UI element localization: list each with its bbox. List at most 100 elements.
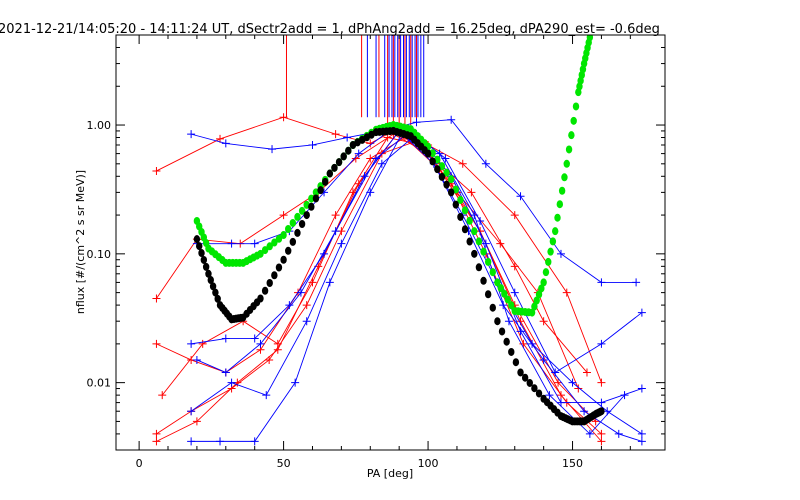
data-point-marker [262, 391, 271, 400]
fit-point-black [294, 228, 301, 237]
fit-point-green [528, 308, 536, 317]
data-point-marker [187, 407, 196, 416]
series-line-blue [190, 133, 643, 412]
axes-layer: 0 50 100 150 0.01 0.10 1.00 [87, 34, 665, 470]
fit-point-black [480, 276, 487, 285]
fit-point-black [521, 373, 529, 382]
fit-point-green [586, 35, 594, 42]
fit-point-green [561, 173, 568, 182]
data-point-marker [597, 278, 606, 287]
data-point-marker [268, 145, 277, 154]
plot-area [152, 35, 646, 446]
data-point-marker [152, 339, 161, 348]
data-point-marker [516, 192, 525, 201]
data-point-marker [585, 429, 594, 438]
fit-point-black [257, 294, 264, 303]
fit-point-black [303, 211, 310, 220]
data-point-marker [325, 278, 334, 287]
fit-point-green [285, 224, 292, 233]
data-point-marker [539, 355, 548, 364]
fit-layer [193, 35, 605, 426]
data-point-marker [554, 378, 563, 387]
fit-point-black [212, 288, 219, 297]
data-point-marker [597, 429, 606, 438]
data-point-marker [279, 211, 288, 220]
fit-point-black [289, 237, 297, 246]
fit-point-black [340, 152, 347, 161]
data-point-marker [412, 118, 421, 127]
data-point-marker [152, 294, 161, 303]
data-point-marker [597, 398, 606, 407]
fit-point-green [538, 284, 545, 293]
data-point-marker [441, 154, 450, 163]
data-point-marker [545, 391, 554, 400]
data-point-marker [221, 334, 230, 343]
data-point-marker [187, 339, 196, 348]
data-point-marker [331, 130, 340, 139]
fit-point-black [535, 389, 543, 398]
chart-title: 2021-12-21/14:05:20 - 14:11:24 UT, dSect… [0, 22, 660, 37]
fit-point-green [447, 175, 455, 184]
fit-point-black [489, 303, 496, 312]
fit-point-green [308, 194, 315, 203]
fit-point-green [531, 302, 538, 311]
fit-point-black [471, 249, 478, 258]
fit-point-green [549, 237, 557, 246]
data-point-marker [476, 216, 485, 225]
fit-point-green [429, 149, 436, 158]
fit-point-green [489, 268, 496, 277]
series-line-blue [191, 130, 643, 442]
fit-point-green [257, 249, 264, 258]
fit-point-black [200, 255, 208, 264]
fit-point-green [443, 168, 450, 177]
data-point-marker [192, 417, 201, 426]
fit-point-black [317, 186, 324, 195]
fit-point-black [466, 237, 473, 246]
data-point-marker [250, 437, 259, 446]
fit-point-green [565, 145, 573, 154]
data-point-marker [481, 239, 490, 248]
fit-point-black [512, 358, 520, 367]
fit-point-green [289, 218, 297, 227]
fit-point-green [480, 247, 487, 256]
fit-point-green [568, 131, 575, 140]
data-point-marker [597, 437, 606, 446]
fit-point-green [461, 206, 469, 215]
data-point-marker [637, 384, 646, 393]
data-point-marker [227, 378, 236, 387]
fit-point-black [508, 347, 515, 356]
fit-point-green [271, 238, 278, 247]
data-point-marker [582, 368, 591, 377]
data-point-marker [337, 239, 346, 248]
fit-point-green [261, 246, 269, 255]
data-point-marker [302, 301, 311, 310]
fit-point-green [542, 268, 550, 277]
data-point-marker [296, 288, 305, 297]
fit-point-black [447, 188, 455, 197]
fit-point-black [261, 286, 269, 295]
fit-point-black [331, 163, 338, 172]
data-point-marker [331, 211, 340, 220]
fit-point-green [298, 206, 306, 215]
y-axis-label: nflux [#/(cm^2 s sr MeV)] [74, 170, 87, 314]
fit-point-black [193, 235, 201, 244]
x-tick-label: 0 [136, 457, 143, 470]
data-point-marker [152, 166, 161, 175]
data-point-marker [377, 159, 386, 168]
fit-point-green [535, 290, 543, 299]
data-point-marker [551, 368, 560, 377]
fit-point-green [556, 200, 564, 209]
data-point-marker [250, 334, 259, 343]
data-point-marker [614, 429, 623, 438]
fit-point-green [545, 257, 552, 266]
fit-point-black [461, 225, 469, 234]
data-point-marker [291, 378, 300, 387]
y-tick-label: 1.00 [87, 119, 112, 132]
series-line-blue [191, 127, 625, 442]
data-point-marker [510, 288, 519, 297]
fit-point-black [335, 158, 343, 167]
fit-point-black [345, 146, 352, 155]
y-tick-label: 0.10 [87, 248, 112, 261]
data-point-marker [519, 339, 528, 348]
x-tick-label: 150 [562, 457, 583, 470]
